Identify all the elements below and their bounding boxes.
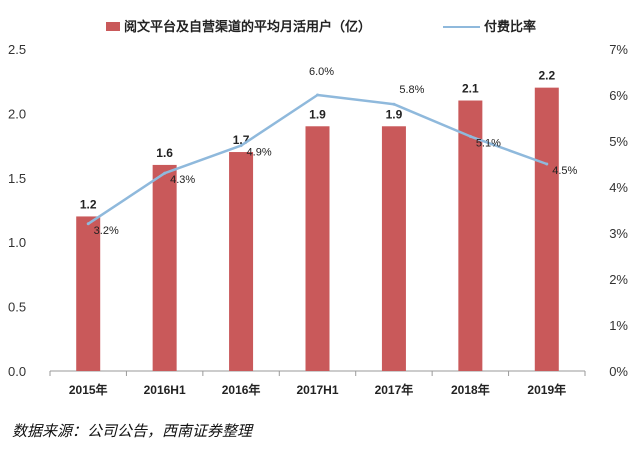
bar [152, 164, 177, 371]
x-axis-tick-label: 2017年 [375, 382, 414, 397]
left-axis-tick-label: 0.0 [8, 364, 26, 379]
right-axis-tick-label: 7% [609, 42, 628, 57]
line-point [239, 144, 243, 148]
right-axis-tick-label: 0% [609, 364, 628, 379]
legend: 阅文平台及自营渠道的平均月活用户（亿） 付费比率 [106, 19, 536, 35]
bar-value-label: 2.1 [462, 82, 479, 96]
plot-area: 0.0 0.5 1.0 1.5 2.0 2.5 0% 1% 2% 3% 4% 5% 6% 7% 2015年 2… [8, 42, 628, 397]
left-axis-tick-label: 2.5 [8, 42, 26, 57]
left-axis-tick-label: 1.5 [8, 171, 26, 186]
line-point [163, 171, 167, 175]
legend-bar-swatch [106, 22, 120, 31]
x-axis-tick-label: 2018年 [451, 382, 490, 397]
x-axis-tick-label: 2015年 [69, 382, 108, 397]
line-point [545, 162, 549, 166]
bar [381, 126, 406, 371]
bar [458, 100, 483, 372]
legend-line-label: 付费比率 [484, 19, 536, 35]
line-value-label: 4.5% [552, 165, 577, 177]
line-point [392, 102, 396, 106]
line-point [316, 93, 319, 97]
x-axis-tick-label: 2019年 [527, 382, 566, 397]
x-axis-tick-label: 2016年 [222, 382, 261, 397]
line-value-label: 5.8% [399, 84, 424, 96]
left-axis-tick-label: 2.0 [8, 106, 26, 121]
bar-value-label: 1.2 [80, 197, 97, 211]
line-value-label: 4.3% [170, 174, 195, 186]
bar-value-label: 1.9 [309, 107, 326, 121]
right-axis-tick-label: 1% [609, 318, 628, 333]
x-axis-tick-label: 2017H1 [296, 383, 338, 397]
bar-value-label: 1.6 [156, 146, 173, 160]
line-value-label: 5.1% [476, 137, 501, 149]
bar [229, 152, 254, 371]
right-axis-tick-label: 5% [609, 134, 628, 149]
bar [305, 126, 330, 371]
bar-value-label: 2.2 [538, 69, 555, 83]
bar-value-label: 1.9 [386, 107, 403, 121]
right-axis-tick-label: 4% [609, 180, 628, 195]
line-value-label: 3.2% [94, 225, 119, 237]
left-axis-tick-label: 1.0 [8, 235, 26, 250]
line-point [468, 134, 472, 138]
line-value-label: 4.9% [247, 147, 272, 159]
right-axis-tick-label: 6% [609, 88, 628, 103]
line-point [86, 222, 90, 226]
right-axis-tick-label: 3% [609, 226, 628, 241]
line-value-label: 6.0% [309, 66, 334, 78]
bar [76, 216, 101, 371]
source-note: 数据来源：公司公告，西南证券整理 [12, 422, 254, 440]
x-axis-tick-label: 2016H1 [144, 383, 186, 397]
right-axis-tick-label: 2% [609, 272, 628, 287]
legend-bar-label: 阅文平台及自营渠道的平均月活用户（亿） [124, 19, 371, 35]
left-axis-tick-label: 0.5 [8, 300, 26, 315]
bar [534, 87, 559, 371]
